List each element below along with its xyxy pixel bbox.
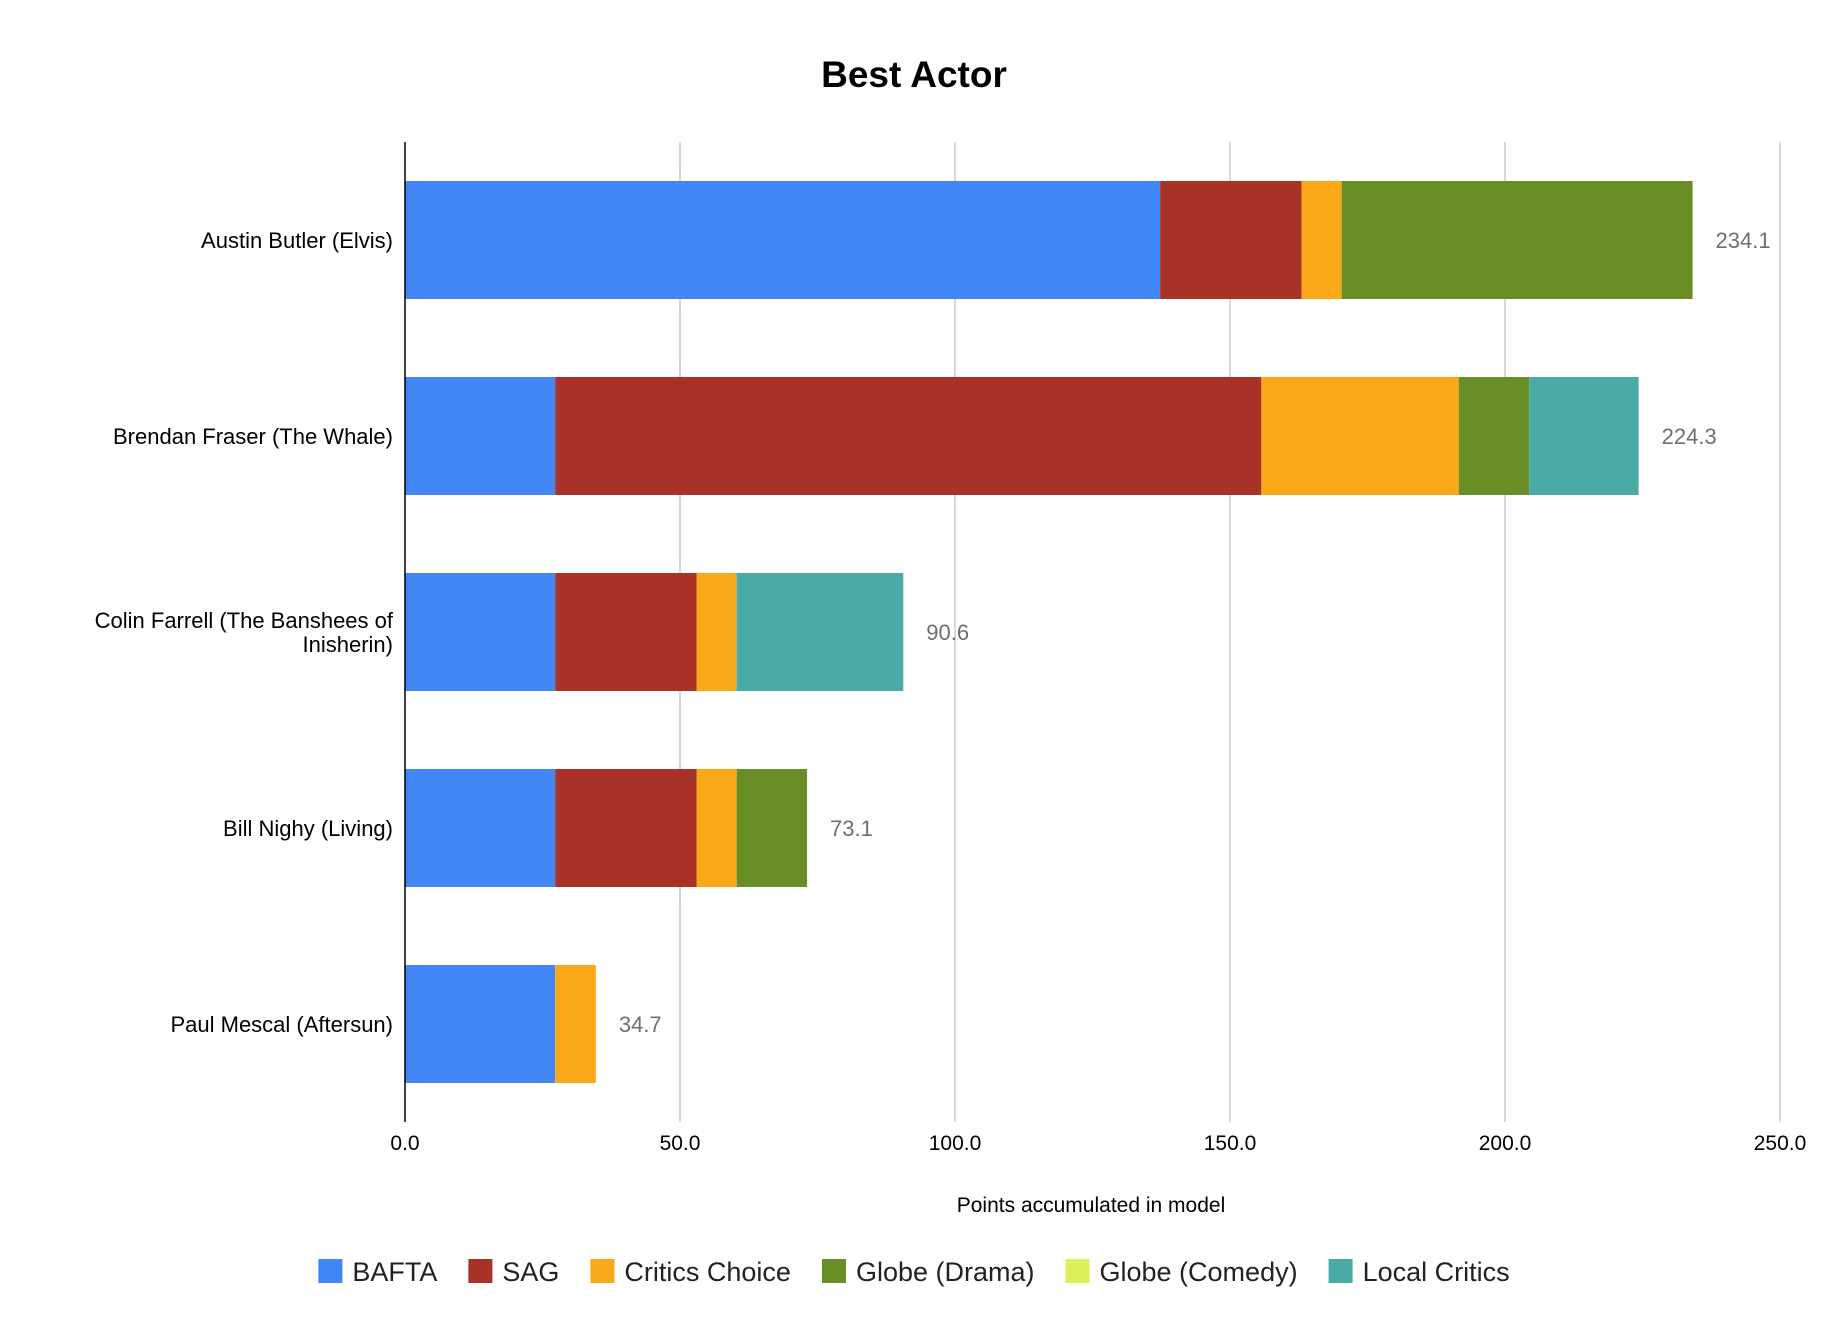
legend-item: Local Critics (1328, 1257, 1510, 1287)
category-label-line: Inisherin) (303, 632, 393, 657)
legend-item: Critics Choice (590, 1257, 791, 1287)
legend-swatch (821, 1259, 846, 1283)
bar-segment-globe-drama- (736, 769, 808, 887)
bar-segment-sag (1160, 181, 1302, 299)
total-label: 234.1 (1716, 228, 1771, 253)
category-label-line: Paul Mescal (Aftersun) (170, 1012, 393, 1037)
category-labels: Austin Butler (Elvis) Brendan Fraser (The… (95, 228, 394, 1037)
legend-swatch (590, 1259, 615, 1283)
legend-label: Globe (Drama) (856, 1257, 1035, 1287)
total-labels: 234.1 224.3 90.6 73.1 34.7 (619, 228, 1771, 1037)
chart-title: Best Actor (821, 54, 1007, 95)
bar-segment-sag (555, 769, 697, 887)
category-label: Bill Nighy (Living) (223, 816, 393, 841)
bar-segment-local-critics (1529, 377, 1639, 495)
x-tick-label: 200.0 (1479, 1132, 1532, 1155)
bar-segment-bafta (405, 573, 556, 691)
legend-item: BAFTA (318, 1257, 437, 1287)
category-label-line: Austin Butler (Elvis) (201, 228, 393, 253)
category-label: Paul Mescal (Aftersun) (170, 1012, 393, 1037)
x-tick-label: 100.0 (929, 1132, 982, 1155)
legend-swatch (1065, 1259, 1090, 1283)
legend-swatch (318, 1259, 343, 1283)
bar-segment-sag (555, 573, 697, 691)
legend-item: Globe (Drama) (821, 1257, 1035, 1287)
total-label: 73.1 (830, 816, 873, 841)
legend-label: Globe (Comedy) (1100, 1257, 1298, 1287)
category-label: Brendan Fraser (The Whale) (113, 424, 393, 449)
legend-label: Local Critics (1363, 1257, 1510, 1287)
bar-segment-critics-choice (696, 573, 737, 691)
bar-segment-critics-choice (1301, 181, 1342, 299)
total-label: 34.7 (619, 1012, 662, 1037)
x-tick-label: 250.0 (1754, 1132, 1807, 1155)
x-axis-title: Points accumulated in model (957, 1194, 1225, 1217)
legend-swatch (1328, 1259, 1353, 1283)
category-label-line: Brendan Fraser (The Whale) (113, 424, 393, 449)
legend-label: SAG (502, 1257, 559, 1287)
bar-segment-bafta (405, 965, 556, 1083)
bar-segment-bafta (405, 377, 556, 495)
x-tick-label: 50.0 (660, 1132, 701, 1155)
bar-segment-globe-drama- (1458, 377, 1530, 495)
bar-segment-sag (555, 377, 1262, 495)
category-label-line: Bill Nighy (Living) (223, 816, 393, 841)
legend-item: Globe (Comedy) (1065, 1257, 1298, 1287)
bar-segment-bafta (405, 769, 556, 887)
x-tick-label: 150.0 (1204, 1132, 1257, 1155)
bar-segment-critics-choice (555, 965, 596, 1083)
x-tick-label: 0.0 (390, 1132, 419, 1155)
bar-segment-critics-choice (696, 769, 737, 887)
legend-item: SAG (468, 1257, 559, 1287)
gridlines (679, 142, 1781, 1122)
category-label: Austin Butler (Elvis) (201, 228, 393, 253)
total-label: 224.3 (1662, 424, 1717, 449)
bar-segment-bafta (405, 181, 1161, 299)
legend-label: Critics Choice (624, 1257, 791, 1287)
x-tick-labels: 0.0 50.0 100.0 150.0 200.0 250.0 (390, 1132, 1806, 1155)
bar-segment-local-critics (736, 573, 904, 691)
category-label-line: Colin Farrell (The Banshees of (95, 608, 394, 633)
legend-label: BAFTA (352, 1257, 437, 1287)
bars (405, 181, 1693, 1083)
legend-swatch (468, 1259, 493, 1283)
legend: BAFTA SAG Critics Choice Globe (Drama) Globe… (318, 1257, 1510, 1287)
category-label: Colin Farrell (The Banshees of Inisherin) (95, 608, 394, 657)
total-label: 90.6 (926, 620, 969, 645)
bar-segment-globe-drama- (1341, 181, 1693, 299)
bar-segment-critics-choice (1261, 377, 1459, 495)
